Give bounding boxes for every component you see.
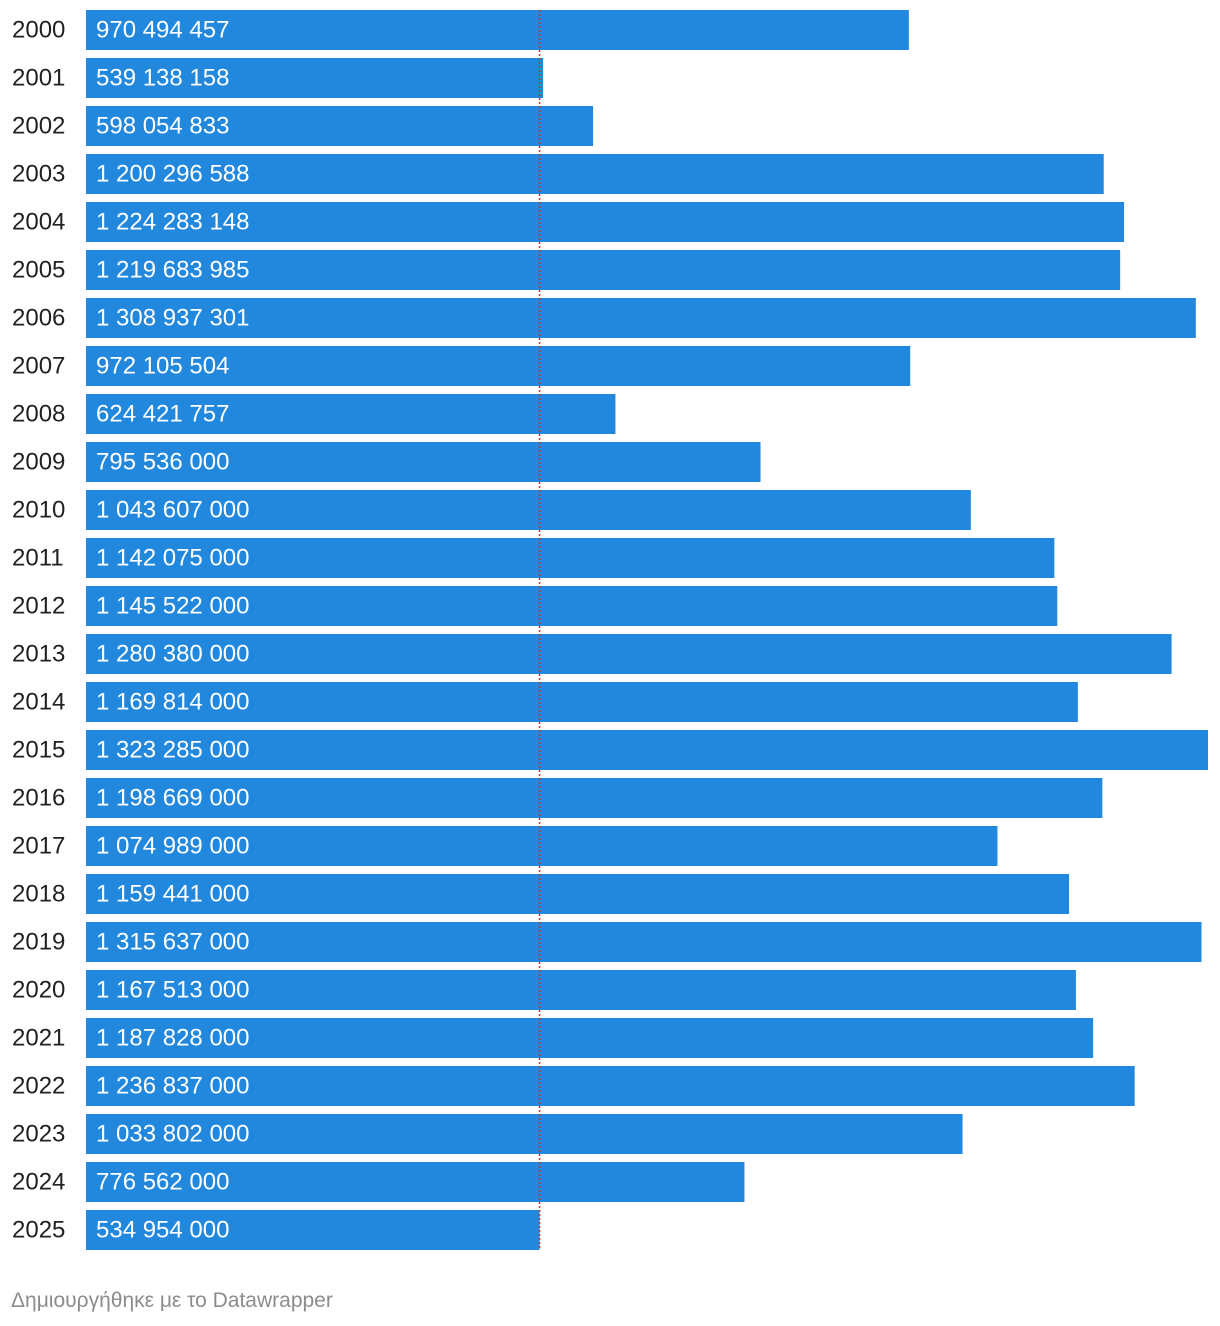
bar-value-label: 1 280 380 000 xyxy=(96,641,249,668)
bar-value-label: 1 142 075 000 xyxy=(96,545,249,572)
bar xyxy=(86,1162,745,1202)
bar xyxy=(86,298,1196,338)
year-label: 2013 xyxy=(12,641,65,668)
year-label: 2017 xyxy=(12,833,65,860)
bar xyxy=(86,1114,963,1154)
bar-value-label: 1 200 296 588 xyxy=(96,161,249,188)
bar xyxy=(86,394,616,434)
bar xyxy=(86,346,911,386)
bar xyxy=(86,922,1202,962)
bar-value-label: 598 054 833 xyxy=(96,113,229,140)
bar xyxy=(86,250,1121,290)
bar xyxy=(86,730,1208,770)
bar-value-label: 624 421 757 xyxy=(96,401,229,428)
bar xyxy=(86,586,1058,626)
bar-value-label: 972 105 504 xyxy=(96,353,229,380)
bar xyxy=(86,874,1070,914)
bar-value-label: 1 236 837 000 xyxy=(96,1073,249,1100)
year-label: 2009 xyxy=(12,449,65,476)
year-label: 2000 xyxy=(12,17,65,44)
bar xyxy=(86,106,594,146)
year-label: 2019 xyxy=(12,929,65,956)
bar-value-label: 1 315 637 000 xyxy=(96,929,249,956)
bar xyxy=(86,1018,1094,1058)
bar-value-label: 1 198 669 000 xyxy=(96,785,249,812)
bar xyxy=(86,58,544,98)
year-label: 2001 xyxy=(12,65,65,92)
year-label: 2024 xyxy=(12,1169,65,1196)
bar-value-label: 776 562 000 xyxy=(96,1169,229,1196)
year-label: 2004 xyxy=(12,209,65,236)
bar xyxy=(86,826,998,866)
bar-value-label: 1 159 441 000 xyxy=(96,881,249,908)
year-label: 2010 xyxy=(12,497,65,524)
year-label: 2018 xyxy=(12,881,65,908)
bars-group: 2000 970 494 457 2001 539 138 158 2002 598 05… xyxy=(12,10,1208,1250)
bar-value-label: 1 145 522 000 xyxy=(96,593,249,620)
bar xyxy=(86,154,1104,194)
bar xyxy=(86,538,1055,578)
year-label: 2014 xyxy=(12,689,65,716)
bar xyxy=(86,778,1103,818)
year-label: 2015 xyxy=(12,737,65,764)
bar-value-label: 1 033 802 000 xyxy=(96,1121,249,1148)
year-label: 2011 xyxy=(12,545,64,572)
bar-chart: 2000 970 494 457 2001 539 138 158 2002 598 05… xyxy=(12,10,1208,1250)
bar-value-label: 795 536 000 xyxy=(96,449,229,476)
year-label: 2021 xyxy=(12,1025,65,1052)
bar xyxy=(86,490,971,530)
year-label: 2005 xyxy=(12,257,65,284)
bar-value-label: 534 954 000 xyxy=(96,1217,229,1244)
bar xyxy=(86,634,1172,674)
bar xyxy=(86,202,1125,242)
year-label: 2020 xyxy=(12,977,65,1004)
datawrapper-credit: Δημιουργήθηκε με το Datawrapper xyxy=(11,1289,333,1312)
bar-value-label: 1 224 283 148 xyxy=(96,209,249,236)
year-label: 2007 xyxy=(12,353,65,380)
year-label: 2022 xyxy=(12,1073,65,1100)
bar-value-label: 1 187 828 000 xyxy=(96,1025,249,1052)
bar-value-label: 1 074 989 000 xyxy=(96,833,249,860)
bar xyxy=(86,1210,540,1250)
bar-value-label: 1 219 683 985 xyxy=(96,257,249,284)
year-label: 2002 xyxy=(12,113,65,140)
bar-value-label: 1 308 937 301 xyxy=(96,305,249,332)
bar-value-label: 1 169 814 000 xyxy=(96,689,249,716)
bar xyxy=(86,10,909,50)
bar-value-label: 539 138 158 xyxy=(96,65,229,92)
year-label: 2008 xyxy=(12,401,65,428)
bar-value-label: 1 043 607 000 xyxy=(96,497,249,524)
bar-value-label: 1 167 513 000 xyxy=(96,977,249,1004)
year-label: 2016 xyxy=(12,785,65,812)
bar xyxy=(86,682,1078,722)
year-label: 2006 xyxy=(12,305,65,332)
bar-value-label: 970 494 457 xyxy=(96,17,229,44)
year-label: 2025 xyxy=(12,1217,65,1244)
year-label: 2023 xyxy=(12,1121,65,1148)
year-label: 2012 xyxy=(12,593,65,620)
bar xyxy=(86,442,761,482)
bar xyxy=(86,970,1076,1010)
year-label: 2003 xyxy=(12,161,65,188)
bar xyxy=(86,1066,1135,1106)
bar-value-label: 1 323 285 000 xyxy=(96,737,249,764)
